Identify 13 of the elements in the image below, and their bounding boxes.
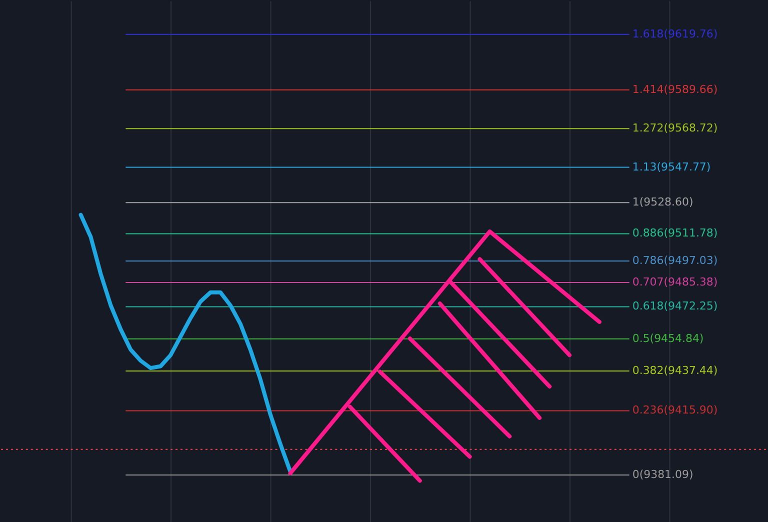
ref-line-label: 1(9528.60) (632, 196, 694, 209)
ref-line-label: 0.382(9437.44) (632, 364, 718, 377)
ref-line-label: 0.786(9497.03) (632, 254, 718, 267)
ref-line-label: 1.414(9589.66) (632, 82, 718, 96)
ref-line-label: 0.618(9472.25) (632, 300, 718, 313)
ref-line-label: 0.886(9511.78) (632, 226, 718, 240)
ref-line-label: 0.5(9454.84) (632, 332, 704, 345)
ref-line-label: 0.236(9415.90) (632, 404, 718, 417)
ref-line-label: 1.618(9619.76) (632, 27, 718, 40)
ref-line-label: 0.707(9485.38) (632, 275, 718, 288)
ref-line-label: 1.13(9547.77) (632, 160, 711, 174)
ref-line-label: 1.272(9568.72) (632, 122, 718, 135)
ref-line-label: 0(9381.09) (632, 468, 694, 481)
